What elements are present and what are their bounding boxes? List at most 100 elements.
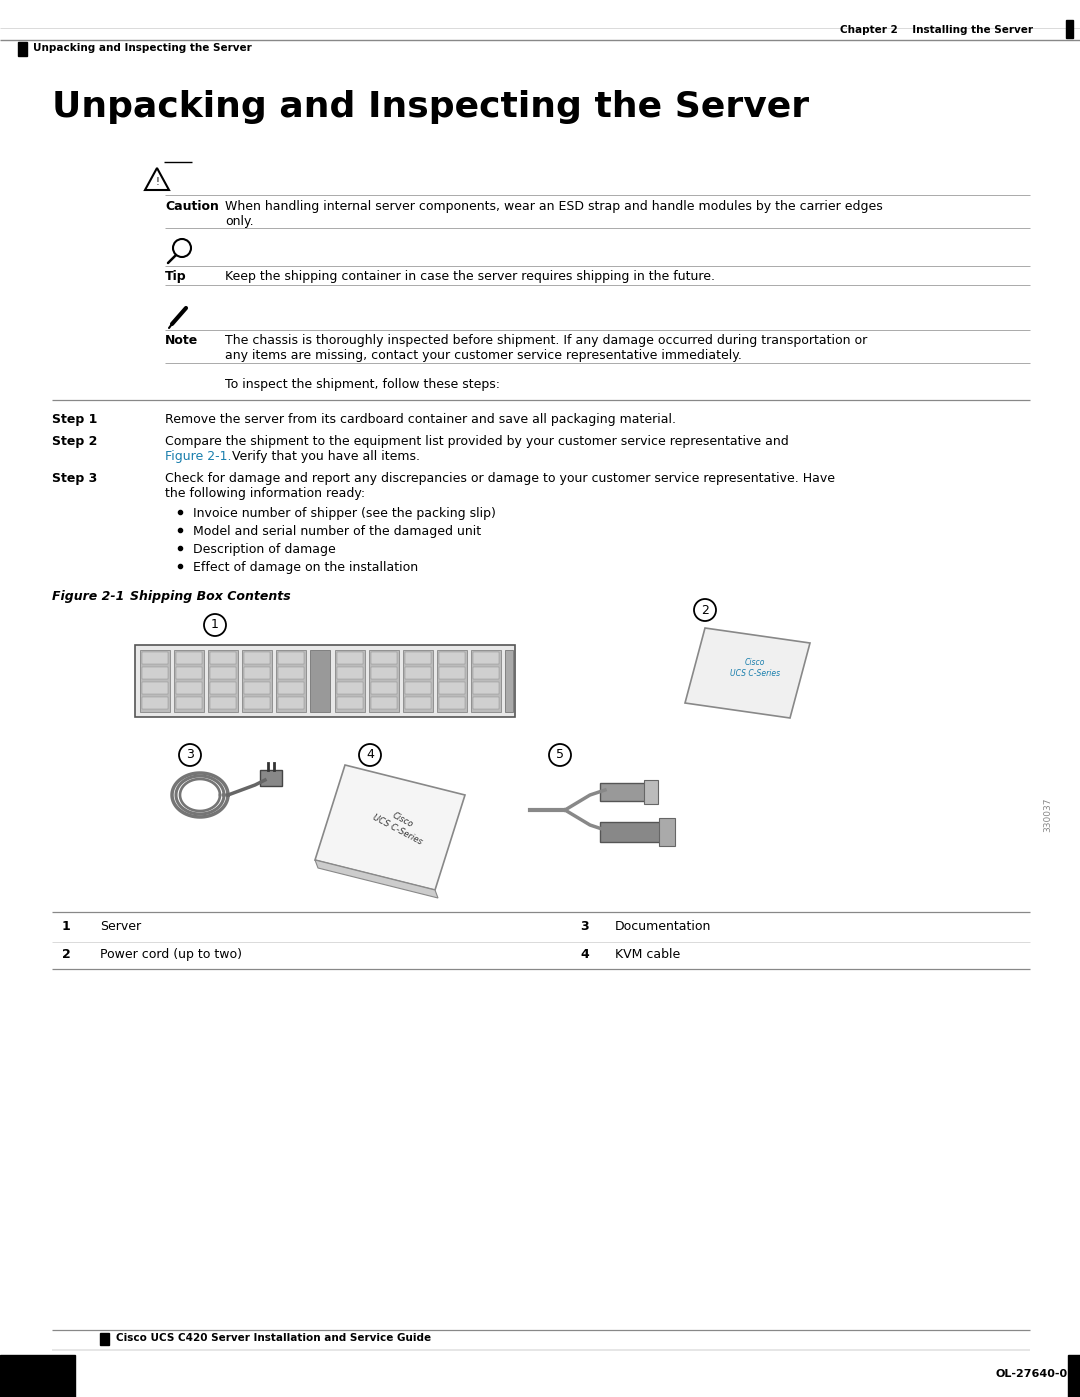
- Text: Invoice number of shipper (see the packing slip): Invoice number of shipper (see the packi…: [193, 507, 496, 520]
- Bar: [176, 666, 202, 679]
- Bar: [278, 666, 303, 679]
- Text: Verify that you have all items.: Verify that you have all items.: [228, 450, 420, 462]
- Bar: [141, 652, 168, 664]
- Text: Tip: Tip: [165, 270, 187, 284]
- Bar: [372, 652, 397, 664]
- Bar: [473, 697, 499, 710]
- Text: 330037: 330037: [1043, 798, 1053, 833]
- Text: only.: only.: [225, 215, 254, 228]
- Bar: [176, 652, 202, 664]
- Polygon shape: [685, 629, 810, 718]
- Text: Cisco
UCS C-Series: Cisco UCS C-Series: [730, 658, 780, 678]
- Circle shape: [549, 745, 571, 766]
- Text: Caution: Caution: [165, 200, 219, 212]
- Text: Keep the shipping container in case the server requires shipping in the future.: Keep the shipping container in case the …: [225, 270, 715, 284]
- Text: 2-2: 2-2: [25, 1369, 50, 1383]
- Bar: [438, 666, 465, 679]
- Bar: [244, 666, 270, 679]
- Text: any items are missing, contact your customer service representative immediately.: any items are missing, contact your cust…: [225, 349, 742, 362]
- Bar: [438, 697, 465, 710]
- Text: Figure 2-1: Figure 2-1: [52, 590, 124, 604]
- Text: 4: 4: [366, 749, 374, 761]
- Bar: [174, 650, 204, 712]
- Bar: [1068, 1355, 1080, 1397]
- Text: KVM cable: KVM cable: [615, 949, 680, 961]
- Bar: [438, 652, 465, 664]
- Bar: [141, 666, 168, 679]
- Text: Cisco
UCS C-Series: Cisco UCS C-Series: [372, 803, 429, 847]
- Text: Step 1: Step 1: [52, 414, 97, 426]
- FancyBboxPatch shape: [135, 645, 515, 717]
- Text: the following information ready:: the following information ready:: [165, 488, 365, 500]
- Bar: [176, 697, 202, 710]
- Text: Step 2: Step 2: [52, 434, 97, 448]
- Bar: [372, 666, 397, 679]
- Text: To inspect the shipment, follow these steps:: To inspect the shipment, follow these st…: [225, 379, 500, 391]
- Text: Effect of damage on the installation: Effect of damage on the installation: [193, 562, 418, 574]
- Bar: [405, 682, 431, 694]
- Bar: [600, 782, 645, 800]
- Bar: [244, 697, 270, 710]
- Text: Model and serial number of the damaged unit: Model and serial number of the damaged u…: [193, 525, 481, 538]
- Bar: [244, 682, 270, 694]
- Bar: [405, 652, 431, 664]
- Bar: [369, 650, 399, 712]
- Bar: [210, 652, 237, 664]
- Polygon shape: [315, 766, 465, 890]
- Text: Compare the shipment to the equipment list provided by your customer service rep: Compare the shipment to the equipment li…: [165, 434, 788, 448]
- Text: Figure 2-1.: Figure 2-1.: [165, 450, 231, 462]
- Bar: [337, 652, 363, 664]
- Bar: [141, 682, 168, 694]
- Text: 3: 3: [580, 921, 589, 933]
- Bar: [278, 682, 303, 694]
- Text: Check for damage and report any discrepancies or damage to your customer service: Check for damage and report any discrepa…: [165, 472, 835, 485]
- Bar: [471, 650, 501, 712]
- Text: Step 3: Step 3: [52, 472, 97, 485]
- Text: Cisco UCS C420 Server Installation and Service Guide: Cisco UCS C420 Server Installation and S…: [116, 1333, 431, 1343]
- Bar: [337, 697, 363, 710]
- Bar: [208, 650, 238, 712]
- Bar: [1066, 20, 1074, 38]
- Bar: [140, 650, 170, 712]
- Circle shape: [694, 599, 716, 622]
- Bar: [335, 650, 365, 712]
- Text: Shipping Box Contents: Shipping Box Contents: [130, 590, 291, 604]
- Bar: [405, 697, 431, 710]
- Text: Power cord (up to two): Power cord (up to two): [100, 949, 242, 961]
- Text: 3: 3: [186, 749, 194, 761]
- Text: 5: 5: [556, 749, 564, 761]
- Bar: [337, 682, 363, 694]
- Bar: [600, 821, 660, 842]
- Bar: [0, 1355, 75, 1397]
- Text: Documentation: Documentation: [615, 921, 712, 933]
- Bar: [260, 770, 282, 787]
- Bar: [210, 697, 237, 710]
- Bar: [310, 650, 330, 712]
- Bar: [473, 652, 499, 664]
- Bar: [100, 1333, 109, 1345]
- Bar: [372, 697, 397, 710]
- Bar: [505, 650, 513, 712]
- Text: When handling internal server components, wear an ESD strap and handle modules b: When handling internal server components…: [225, 200, 882, 212]
- Bar: [337, 666, 363, 679]
- Text: Unpacking and Inspecting the Server: Unpacking and Inspecting the Server: [33, 43, 252, 53]
- Bar: [278, 697, 303, 710]
- Text: !: !: [156, 177, 159, 187]
- Circle shape: [359, 745, 381, 766]
- Bar: [242, 650, 272, 712]
- Text: Note: Note: [165, 334, 199, 346]
- Bar: [278, 652, 303, 664]
- Text: 2: 2: [701, 604, 708, 616]
- Circle shape: [179, 745, 201, 766]
- Bar: [210, 682, 237, 694]
- Text: OL-27640-01: OL-27640-01: [995, 1369, 1075, 1379]
- Text: 4: 4: [580, 949, 589, 961]
- Polygon shape: [315, 861, 438, 898]
- Bar: [473, 682, 499, 694]
- Text: Server: Server: [100, 921, 141, 933]
- FancyBboxPatch shape: [644, 780, 658, 805]
- FancyBboxPatch shape: [659, 819, 675, 847]
- Bar: [141, 697, 168, 710]
- Bar: [403, 650, 433, 712]
- Bar: [176, 682, 202, 694]
